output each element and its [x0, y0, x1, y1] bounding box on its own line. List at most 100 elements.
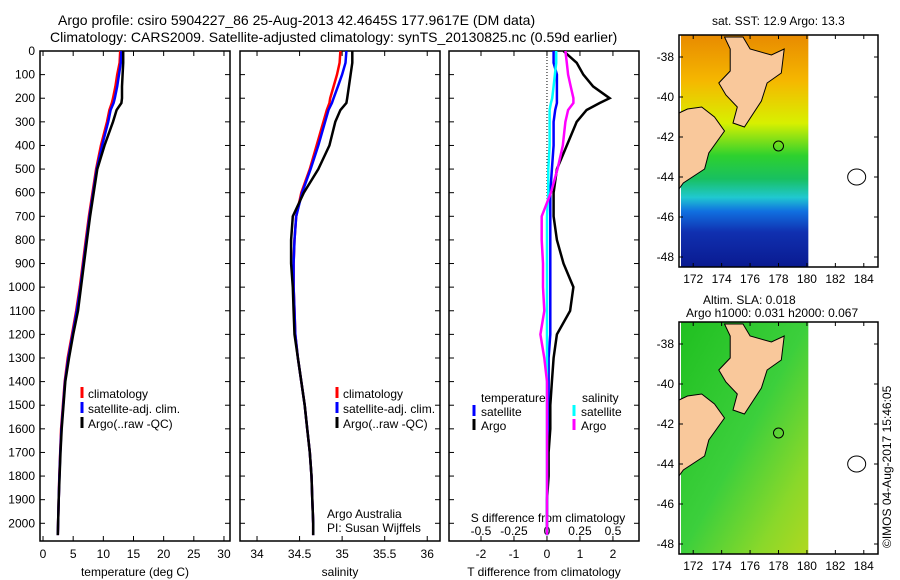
y-tick-label: 1200	[8, 327, 35, 341]
y-tick-label: 200	[15, 91, 35, 105]
legend-label: satellite	[581, 405, 622, 419]
y-tick-label: 100	[15, 68, 35, 82]
lat-label: -38	[657, 50, 675, 64]
x-tick-label: 36	[421, 547, 435, 561]
lon-label: 180	[797, 272, 817, 286]
lon-label: 180	[797, 559, 817, 573]
lat-label: -44	[657, 170, 675, 184]
series-line-t-argo	[545, 50, 613, 536]
y-tick-label: 1600	[8, 422, 35, 436]
y-tick-label: 1000	[8, 280, 35, 294]
legend-title-temperature: temperature	[481, 391, 546, 405]
y-tick-label: 600	[15, 186, 35, 200]
lat-label: -40	[657, 377, 675, 391]
series-line-satellite-adj-clim-	[292, 50, 348, 536]
title-line-2: Climatology: CARS2009. Satellite-adjuste…	[50, 29, 618, 45]
south-island-land	[678, 393, 726, 478]
lat-label: -46	[657, 210, 675, 224]
sla-map: 172 174 176 178 180 182 184 -38 -40 -42 -44 -46 -48	[657, 321, 879, 573]
plot-frame	[239, 50, 441, 542]
chatham-islands-outline	[847, 455, 867, 473]
lon-label: 178	[768, 272, 788, 286]
lon-label: 174	[712, 559, 732, 573]
x-tick-label: 35	[335, 547, 349, 561]
x-tick-label: 2	[610, 547, 617, 561]
x-tick-label: 5	[70, 547, 77, 561]
y-tick-label: 800	[15, 233, 35, 247]
x-tick-label: 34.5	[288, 547, 312, 561]
chatham-islands-outline	[847, 168, 867, 186]
sla-map-title-2: Argo h1000: 0.031 h2000: 0.067	[686, 306, 859, 320]
series-line-climatology	[56, 50, 122, 536]
x-tick-label: 20	[157, 547, 171, 561]
lon-label: 184	[854, 559, 874, 573]
legend-label: Argo	[481, 419, 507, 433]
x-axis-label: temperature (deg C)	[81, 565, 189, 579]
y-tick-label: 1300	[8, 351, 35, 365]
south-island-land	[678, 106, 726, 191]
s-tick-label: 0.5	[605, 524, 622, 538]
legend-label: climatology	[343, 387, 403, 401]
x-tick-label: 35.5	[373, 547, 397, 561]
y-tick-label: 0	[28, 44, 35, 58]
argo-position-marker	[773, 140, 784, 152]
north-island-land	[718, 36, 785, 128]
y-tick-label: 1500	[8, 398, 35, 412]
lat-label: -44	[657, 457, 675, 471]
legend-label: satellite	[481, 405, 522, 419]
x-tick-label: 10	[97, 547, 111, 561]
x-tick-label: 25	[187, 547, 201, 561]
x-tick-label: 0	[40, 547, 47, 561]
panel-salinity: 34 34.5 35 35.5 36 salinity climatologysatelli…	[239, 50, 441, 579]
sst-map-title: sat. SST: 12.9 Argo: 13.3	[712, 14, 845, 28]
plot-frame	[448, 50, 640, 542]
sla-map-title-1: Altim. SLA: 0.018	[703, 293, 796, 307]
y-tick-label: 1900	[8, 493, 35, 507]
y-tick-label: 700	[15, 209, 35, 223]
y-tick-label: 1700	[8, 445, 35, 459]
series-line-argo	[289, 51, 354, 536]
legend-label: Argo	[581, 419, 607, 433]
title-line-1: Argo profile: csiro 5904227_86 25-Aug-20…	[58, 12, 536, 28]
y-tick-label: 1400	[8, 375, 35, 389]
legend-title-salinity: salinity	[582, 391, 619, 405]
x-tick-label: 34	[250, 547, 264, 561]
y-tick-label: 500	[15, 162, 35, 176]
y-tick-label: 400	[15, 138, 35, 152]
series-line-s-argo	[539, 50, 575, 536]
x-tick-label: 15	[127, 547, 141, 561]
annotation-line-1: Argo Australia	[327, 507, 402, 521]
lon-label: 176	[740, 272, 760, 286]
y-tick-label: 2000	[8, 516, 35, 530]
lat-label: -42	[657, 417, 675, 431]
y-tick-label: 1100	[9, 304, 35, 318]
s-tick-label: 0.25	[568, 524, 592, 538]
x-tick-label: 30	[217, 547, 231, 561]
lon-label: 182	[825, 559, 845, 573]
lon-label: 172	[683, 559, 703, 573]
s-tick-label: -0.25	[500, 524, 528, 538]
panel-temperature: 0100200300400500600700800900100011001200…	[8, 44, 231, 579]
y-tick-label: 1800	[8, 469, 35, 483]
lat-label: -42	[657, 130, 675, 144]
north-island-land	[718, 323, 785, 415]
lon-label: 172	[683, 272, 703, 286]
x-tick-label: -2	[476, 547, 487, 561]
lon-label: 178	[768, 559, 788, 573]
credit-text: ©IMOS 04-Aug-2017 15:46:05	[880, 385, 894, 548]
y-tick-label: 900	[15, 257, 35, 271]
lat-label: -40	[657, 90, 675, 104]
x-tick-label: 0	[544, 547, 551, 561]
legend-label: satellite-adj. clim.	[343, 402, 435, 416]
legend-label: Argo(..raw -QC)	[343, 417, 428, 431]
lon-label: 174	[712, 272, 732, 286]
x-axis-label: salinity	[322, 565, 359, 579]
x-axis-label: T difference from climatology	[467, 565, 621, 579]
legend-label: climatology	[88, 387, 148, 401]
lon-label: 182	[825, 272, 845, 286]
sst-map: 172 174 176 178 180 182 184 -38 -40 -42 -44 -46 -48	[657, 34, 879, 286]
lat-label: -48	[657, 537, 675, 551]
legend-label: Argo(..raw -QC)	[88, 417, 173, 431]
